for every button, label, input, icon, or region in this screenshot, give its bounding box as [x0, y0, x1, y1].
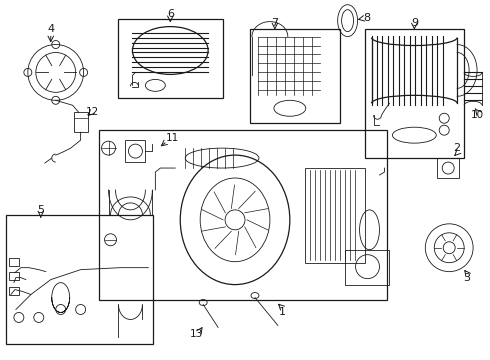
Bar — [250, 28, 340, 123]
Bar — [98, 130, 388, 300]
Text: 10: 10 — [470, 110, 484, 120]
Text: 7: 7 — [271, 18, 278, 28]
Text: 13: 13 — [190, 329, 203, 339]
Bar — [305, 168, 365, 263]
Bar — [437, 158, 459, 178]
Text: 3: 3 — [464, 273, 470, 283]
Text: 5: 5 — [37, 205, 44, 215]
Text: 11: 11 — [166, 133, 179, 143]
Text: 2: 2 — [454, 143, 461, 153]
Text: 1: 1 — [278, 307, 285, 318]
Text: 12: 12 — [86, 107, 99, 117]
Text: 4: 4 — [47, 24, 54, 33]
Text: 6: 6 — [167, 9, 174, 19]
Bar — [125, 140, 146, 162]
Bar — [9, 258, 19, 266]
Bar — [9, 272, 19, 280]
Text: 9: 9 — [411, 18, 418, 28]
Text: 8: 8 — [363, 13, 370, 23]
Bar — [344, 250, 390, 285]
Bar — [74, 112, 88, 132]
Bar — [119, 19, 223, 98]
Bar — [9, 287, 19, 294]
Bar — [6, 215, 153, 345]
Bar — [365, 28, 464, 158]
